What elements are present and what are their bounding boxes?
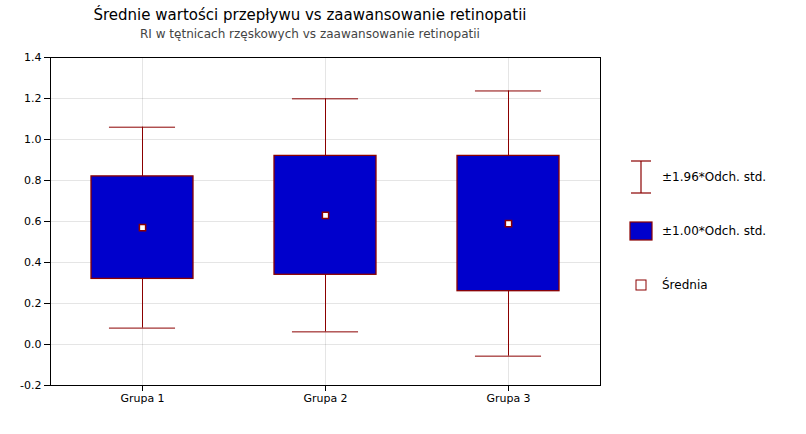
svg-text:Grupa 1: Grupa 1 xyxy=(120,392,164,405)
html-text:RI w tętnicach rzęskowych vs z: RI w tętnicach rzęskowych vs zaawansowan… xyxy=(140,27,480,41)
svg-text:1.2: 1.2 xyxy=(24,92,42,105)
svg-text:1.4: 1.4 xyxy=(24,51,42,64)
svg-text:1.0: 1.0 xyxy=(24,133,42,146)
html-text:±1.96*Odch. std.: ±1.96*Odch. std. xyxy=(662,170,767,184)
svg-text:0.8: 0.8 xyxy=(24,174,42,187)
svg-text:0.6: 0.6 xyxy=(24,215,42,228)
html-text:Średnia: Średnia xyxy=(662,278,708,292)
svg-text:0.4: 0.4 xyxy=(24,256,42,269)
svg-text:-0.2: -0.2 xyxy=(20,379,41,392)
svg-text:0.2: 0.2 xyxy=(24,297,42,310)
html-text:Średnie wartości przepływu vs: Średnie wartości przepływu vs zaawansowa… xyxy=(93,6,527,24)
svg-text:Grupa 2: Grupa 2 xyxy=(303,392,347,405)
svg-text:Grupa 3: Grupa 3 xyxy=(486,392,530,405)
html-text:±1.00*Odch. std.: ±1.00*Odch. std. xyxy=(662,224,767,238)
svg-text:0.0: 0.0 xyxy=(24,338,42,351)
